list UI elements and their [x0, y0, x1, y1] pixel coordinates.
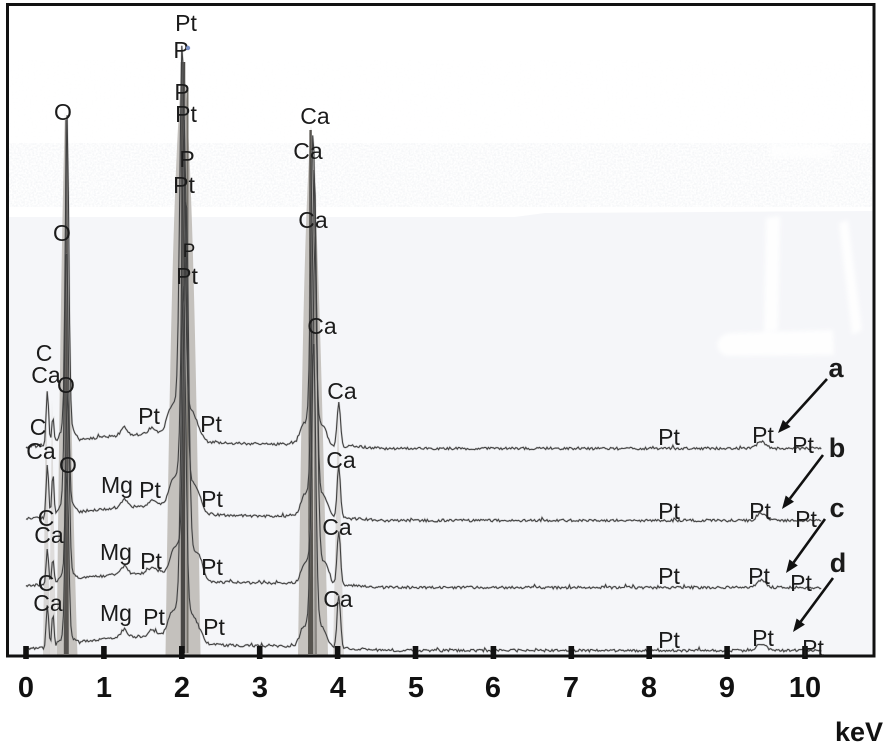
svg-text:Mg: Mg — [100, 600, 132, 626]
svg-text:0: 0 — [18, 672, 34, 704]
svg-text:c: c — [829, 493, 844, 523]
svg-text:Pt: Pt — [749, 498, 771, 524]
svg-text:C: C — [30, 414, 47, 440]
svg-text:Pt: Pt — [176, 263, 198, 289]
svg-text:Pt: Pt — [200, 411, 222, 437]
svg-text:Pt: Pt — [203, 614, 225, 640]
svg-text:Ca: Ca — [31, 362, 61, 388]
svg-text:3: 3 — [252, 672, 268, 704]
svg-text:O: O — [59, 452, 77, 478]
svg-text:Ca: Ca — [326, 447, 356, 473]
svg-text:1: 1 — [96, 672, 112, 704]
svg-text:Pt: Pt — [139, 477, 161, 503]
svg-text:Ca: Ca — [323, 586, 353, 612]
svg-text:Pt: Pt — [173, 172, 195, 198]
svg-text:keV: keV — [835, 717, 883, 747]
svg-text:Pt: Pt — [792, 432, 814, 458]
svg-text:4: 4 — [330, 672, 346, 704]
svg-text:P: P — [173, 37, 188, 63]
svg-text:Pt: Pt — [658, 563, 680, 589]
svg-text:10: 10 — [789, 672, 821, 704]
svg-text:Ca: Ca — [298, 207, 328, 233]
svg-text:Pt: Pt — [201, 486, 223, 512]
svg-text:Pt: Pt — [795, 506, 817, 532]
svg-text:b: b — [829, 433, 846, 463]
svg-text:O: O — [54, 99, 72, 125]
svg-text:Ca: Ca — [327, 378, 357, 404]
svg-text:Pt: Pt — [143, 604, 165, 630]
svg-text:Ca: Ca — [322, 514, 352, 540]
svg-text:6: 6 — [485, 672, 501, 704]
svg-text:Pt: Pt — [658, 498, 680, 524]
svg-text:Mg: Mg — [100, 539, 132, 565]
svg-text:Pt: Pt — [752, 625, 774, 651]
svg-text:Ca: Ca — [300, 103, 330, 129]
svg-text:C: C — [38, 505, 55, 531]
svg-text:Ca: Ca — [307, 313, 337, 339]
svg-text:Mg: Mg — [101, 472, 133, 498]
svg-text:a: a — [828, 353, 844, 383]
svg-text:C: C — [36, 340, 53, 366]
svg-text:Pt: Pt — [138, 403, 160, 429]
svg-text:Ca: Ca — [26, 438, 56, 464]
svg-text:9: 9 — [719, 672, 735, 704]
svg-text:8: 8 — [641, 672, 657, 704]
svg-text:P: P — [179, 146, 194, 172]
svg-text:Pt: Pt — [752, 422, 774, 448]
svg-text:Pt: Pt — [658, 424, 680, 450]
svg-text:Pt: Pt — [658, 627, 680, 653]
svg-text:5: 5 — [408, 672, 424, 704]
svg-text:7: 7 — [563, 672, 579, 704]
svg-text:Pt: Pt — [175, 10, 197, 36]
svg-text:Pt: Pt — [175, 101, 197, 127]
svg-text:P: P — [174, 79, 189, 105]
svg-text:P: P — [183, 241, 196, 262]
svg-text:d: d — [830, 548, 847, 578]
svg-text:O: O — [57, 372, 75, 398]
svg-text:Ca: Ca — [293, 138, 323, 164]
svg-text:2: 2 — [174, 672, 190, 704]
svg-text:C: C — [38, 570, 55, 596]
svg-text:Ca: Ca — [34, 522, 64, 548]
svg-text:O: O — [53, 220, 71, 246]
svg-text:Pt: Pt — [790, 570, 812, 596]
svg-text:Pt: Pt — [802, 635, 824, 661]
svg-text:Pt: Pt — [201, 554, 223, 580]
svg-text:Pt: Pt — [140, 548, 162, 574]
svg-text:Pt: Pt — [748, 563, 770, 589]
svg-text:Ca: Ca — [33, 590, 63, 616]
